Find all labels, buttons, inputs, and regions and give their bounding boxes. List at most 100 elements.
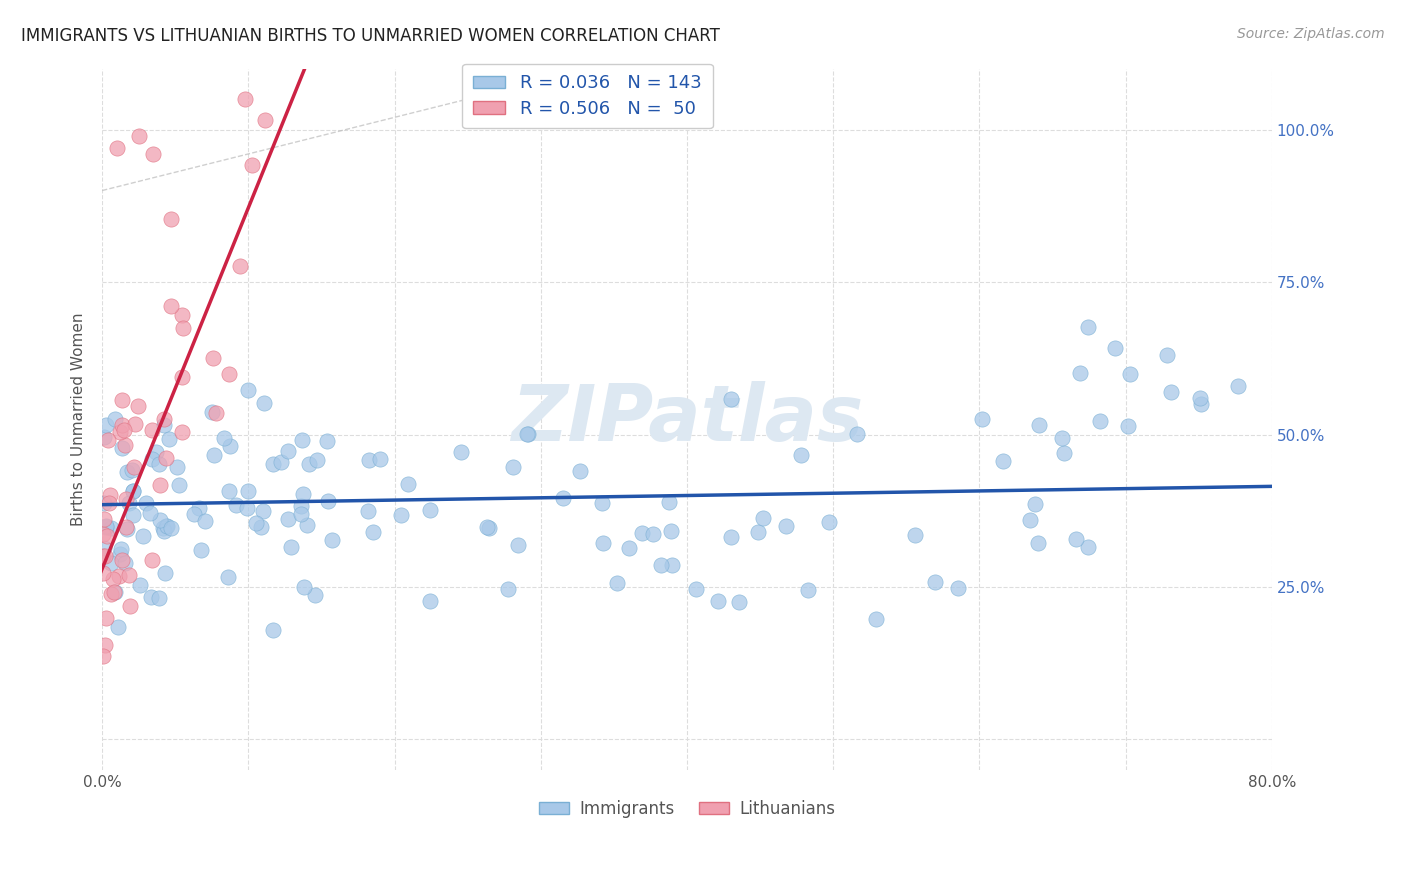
Point bbox=[108, 547, 131, 561]
Point bbox=[225, 499, 247, 513]
Point bbox=[419, 594, 441, 608]
Point bbox=[110, 442, 132, 456]
Point bbox=[115, 465, 138, 479]
Point bbox=[218, 367, 240, 381]
Point bbox=[111, 553, 134, 567]
Point bbox=[122, 460, 145, 475]
Point bbox=[650, 558, 672, 573]
Point bbox=[107, 620, 129, 634]
Point bbox=[262, 457, 284, 471]
Point bbox=[94, 519, 117, 533]
Point bbox=[290, 507, 312, 521]
Point bbox=[1104, 341, 1126, 355]
Point bbox=[218, 439, 240, 453]
Point bbox=[389, 508, 412, 522]
Point bbox=[641, 527, 664, 541]
Point bbox=[127, 399, 149, 413]
Point bbox=[240, 158, 263, 172]
Point bbox=[993, 454, 1015, 468]
Point bbox=[114, 556, 136, 570]
Point bbox=[96, 529, 118, 543]
Point bbox=[361, 525, 384, 540]
Point bbox=[661, 558, 683, 572]
Point bbox=[661, 524, 683, 538]
Point bbox=[1226, 378, 1249, 392]
Point bbox=[152, 412, 174, 426]
Point bbox=[685, 582, 707, 596]
Point bbox=[139, 590, 162, 604]
Point bbox=[619, 541, 641, 555]
Point bbox=[305, 453, 328, 467]
Point bbox=[229, 259, 252, 273]
Point bbox=[295, 517, 318, 532]
Point bbox=[502, 459, 524, 474]
Point bbox=[183, 507, 205, 521]
Point bbox=[1064, 533, 1087, 547]
Point bbox=[115, 523, 138, 537]
Point bbox=[1028, 418, 1050, 433]
Point bbox=[1024, 497, 1046, 511]
Point bbox=[100, 586, 122, 600]
Point bbox=[157, 432, 180, 446]
Point bbox=[153, 566, 176, 580]
Point bbox=[121, 483, 143, 498]
Point bbox=[94, 417, 117, 432]
Point bbox=[316, 493, 339, 508]
Point bbox=[104, 585, 127, 599]
Point bbox=[170, 308, 193, 322]
Point bbox=[141, 423, 163, 437]
Point bbox=[160, 521, 183, 535]
Point bbox=[727, 595, 749, 609]
Point bbox=[100, 557, 122, 571]
Point bbox=[100, 521, 122, 535]
Point bbox=[304, 589, 326, 603]
Point bbox=[155, 519, 177, 533]
Point bbox=[1077, 540, 1099, 554]
Point bbox=[924, 574, 946, 589]
Point bbox=[252, 504, 274, 518]
Point bbox=[138, 506, 160, 520]
Point bbox=[118, 496, 141, 510]
Point bbox=[91, 648, 114, 663]
Point bbox=[97, 434, 120, 448]
Point bbox=[946, 581, 969, 595]
Point bbox=[747, 524, 769, 539]
Point bbox=[152, 417, 174, 432]
Point bbox=[752, 511, 775, 525]
Point bbox=[118, 568, 141, 582]
Point bbox=[93, 430, 115, 444]
Point bbox=[631, 525, 654, 540]
Point bbox=[1088, 414, 1111, 428]
Point bbox=[94, 639, 117, 653]
Point bbox=[128, 128, 150, 143]
Point bbox=[1119, 367, 1142, 381]
Point bbox=[201, 351, 224, 365]
Point bbox=[98, 488, 121, 502]
Point bbox=[121, 484, 143, 499]
Point bbox=[202, 448, 225, 462]
Point bbox=[245, 516, 267, 530]
Point bbox=[94, 519, 117, 533]
Point bbox=[270, 455, 292, 469]
Text: ZIPatlas: ZIPatlas bbox=[510, 381, 863, 458]
Point bbox=[1077, 320, 1099, 334]
Point bbox=[141, 553, 163, 567]
Point bbox=[142, 147, 165, 161]
Point bbox=[172, 369, 194, 384]
Point bbox=[160, 299, 183, 313]
Point bbox=[160, 212, 183, 227]
Point bbox=[846, 426, 869, 441]
Point bbox=[152, 521, 174, 535]
Point bbox=[1156, 348, 1178, 362]
Point bbox=[214, 431, 236, 445]
Point bbox=[396, 477, 419, 491]
Point bbox=[190, 542, 212, 557]
Point bbox=[970, 412, 993, 426]
Point bbox=[149, 478, 172, 492]
Point bbox=[1050, 431, 1073, 445]
Point bbox=[865, 612, 887, 626]
Point bbox=[818, 515, 841, 529]
Point bbox=[720, 392, 742, 406]
Point bbox=[105, 141, 128, 155]
Point bbox=[110, 418, 132, 433]
